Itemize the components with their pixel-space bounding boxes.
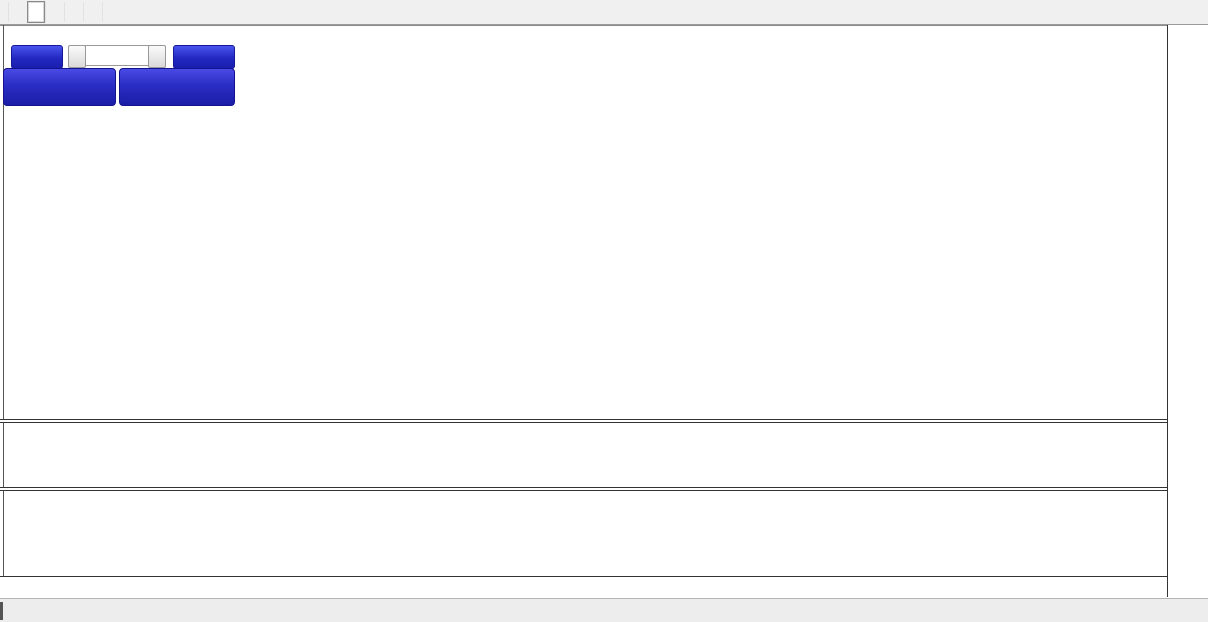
one-click-trading-panel (3, 44, 237, 128)
volume-decrease-button[interactable] (68, 45, 86, 68)
macd-panel[interactable] (4, 423, 1167, 487)
date-axis (0, 577, 1208, 597)
volume-increase-button[interactable] (148, 45, 166, 68)
window-left-border (3, 25, 4, 597)
tf-button-h1[interactable] (27, 1, 45, 23)
price-axis[interactable] (1168, 25, 1208, 597)
tf-button-m30[interactable] (8, 2, 27, 22)
panel-splitter[interactable] (0, 419, 1208, 423)
panel-splitter[interactable] (0, 487, 1208, 491)
tab-bar-handle[interactable] (0, 602, 3, 620)
window-top-border (0, 25, 1208, 26)
tf-button-mn[interactable] (102, 2, 121, 22)
buy-button[interactable] (173, 45, 235, 69)
chart-window (0, 25, 1208, 598)
timeframe-toolbar (0, 0, 1208, 25)
tf-button-h4[interactable] (45, 2, 64, 22)
rsi-panel[interactable] (4, 491, 1167, 576)
buy-price-button[interactable] (119, 68, 235, 106)
sell-price-button[interactable] (3, 68, 116, 106)
tf-button-d1[interactable] (64, 2, 83, 22)
rsi-label (8, 493, 14, 505)
tf-button-w1[interactable] (83, 2, 102, 22)
chart-tab-bar (0, 598, 1208, 622)
axis-border (0, 576, 1208, 577)
macd-label (8, 425, 19, 437)
axis-separator (1167, 25, 1168, 597)
sell-button[interactable] (11, 45, 63, 69)
tf-button-m15[interactable] (0, 2, 8, 22)
